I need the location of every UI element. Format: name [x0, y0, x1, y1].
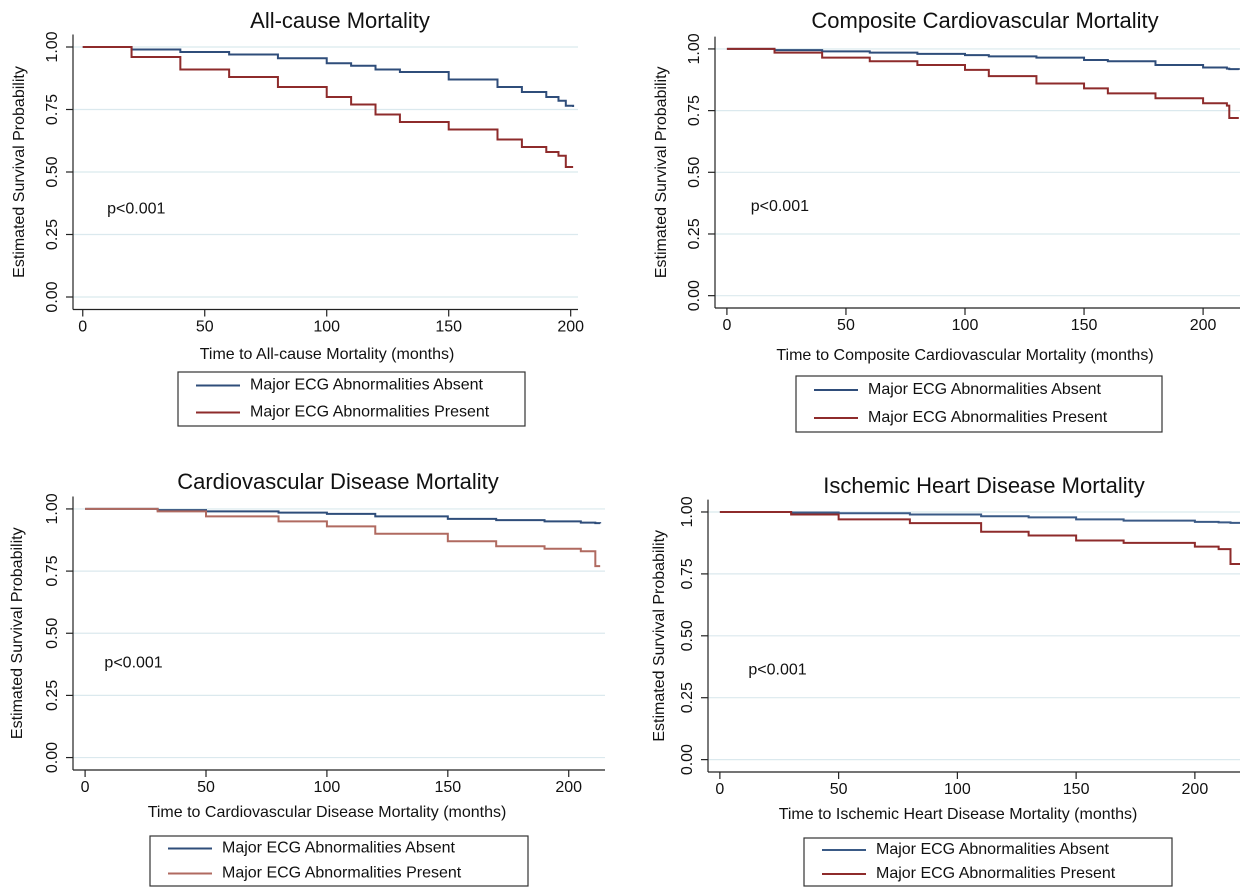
x-tick-label: 0 [81, 779, 90, 796]
x-axis-label: Time to Cardiovascular Disease Mortality… [148, 804, 507, 821]
y-tick-label: 0.50 [679, 620, 696, 651]
x-tick-label: 50 [197, 779, 215, 796]
x-tick-label: 200 [1182, 781, 1209, 798]
chart-title: Ischemic Heart Disease Mortality [823, 473, 1145, 498]
annotation: p<0.001 [104, 654, 162, 671]
y-tick-label: 0.75 [679, 558, 696, 589]
y-tick-label: 0.00 [686, 280, 703, 311]
y-axis-label: Estimated Survival Probability [9, 527, 26, 739]
y-tick-label: 0.75 [44, 94, 61, 125]
survival-curve [719, 510, 1240, 565]
chart-title: Composite Cardiovascular Mortality [811, 8, 1158, 33]
chart-title: All-cause Mortality [250, 8, 430, 33]
legend-label: Major ECG Abnormalities Present [868, 409, 1108, 426]
survival-curve [82, 46, 574, 168]
y-tick-label: 1.00 [686, 33, 703, 64]
y-tick-label: 0.25 [44, 680, 61, 711]
survival-curve [726, 47, 1239, 120]
survival-curve [82, 46, 575, 107]
y-tick-label: 1.00 [44, 493, 61, 524]
x-tick-label: 100 [952, 317, 979, 334]
x-tick-label: 150 [1063, 781, 1090, 798]
survival-curve [726, 47, 1240, 71]
x-tick-label: 150 [434, 779, 461, 796]
x-tick-label: 100 [314, 779, 341, 796]
y-tick-label: 0.00 [679, 744, 696, 775]
legend-box [803, 837, 1173, 887]
x-tick-label: 150 [435, 319, 462, 336]
x-axis-label: Time to Composite Cardiovascular Mortali… [776, 347, 1153, 364]
x-tick-label: 200 [557, 319, 584, 336]
legend-box [795, 375, 1163, 433]
y-tick-label: 0.25 [679, 682, 696, 713]
y-tick-label: 1.00 [44, 31, 61, 62]
legend-label: Major ECG Abnormalities Present [250, 404, 490, 421]
y-tick-label: 0.75 [44, 555, 61, 586]
x-tick-label: 200 [1190, 317, 1217, 334]
annotation: p<0.001 [751, 198, 809, 215]
annotation: p<0.001 [107, 201, 165, 218]
y-tick-label: 0.00 [44, 742, 61, 773]
y-tick-label: 0.25 [44, 219, 61, 250]
y-tick-label: 0.75 [686, 95, 703, 126]
x-tick-label: 150 [1071, 317, 1098, 334]
x-tick-label: 50 [837, 317, 855, 334]
y-tick-label: 1.00 [679, 496, 696, 527]
x-axis-label: Time to Ischemic Heart Disease Mortality… [779, 806, 1138, 823]
legend-label: Major ECG Abnormalities Present [876, 865, 1116, 882]
x-tick-label: 100 [944, 781, 971, 798]
x-tick-label: 50 [196, 319, 214, 336]
y-axis-label: Estimated Survival Probability [11, 66, 28, 278]
legend-box [177, 371, 526, 427]
survival-curve [719, 510, 1240, 524]
x-tick-label: 0 [78, 319, 87, 336]
y-tick-label: 0.50 [44, 618, 61, 649]
x-tick-label: 0 [722, 317, 731, 334]
x-tick-label: 200 [555, 779, 582, 796]
legend-box [149, 835, 529, 887]
survival-curve [85, 507, 601, 568]
legend-label: Major ECG Abnormalities Absent [868, 381, 1102, 398]
legend-label: Major ECG Abnormalities Present [222, 865, 462, 882]
x-tick-label: 50 [830, 781, 848, 798]
chart-title: Cardiovascular Disease Mortality [177, 469, 499, 494]
x-tick-label: 0 [715, 781, 724, 798]
y-axis-label: Estimated Survival Probability [651, 530, 668, 742]
y-tick-label: 0.50 [686, 157, 703, 188]
x-axis-label: Time to All-cause Mortality (months) [200, 346, 455, 363]
legend-label: Major ECG Abnormalities Absent [876, 841, 1110, 858]
y-axis-label: Estimated Survival Probability [653, 66, 670, 278]
legend-label: Major ECG Abnormalities Absent [222, 840, 456, 857]
y-tick-label: 0.00 [44, 281, 61, 312]
y-tick-label: 0.25 [686, 218, 703, 249]
x-tick-label: 100 [313, 319, 340, 336]
y-tick-label: 0.50 [44, 156, 61, 187]
annotation: p<0.001 [748, 662, 806, 679]
legend-label: Major ECG Abnormalities Absent [250, 377, 484, 394]
